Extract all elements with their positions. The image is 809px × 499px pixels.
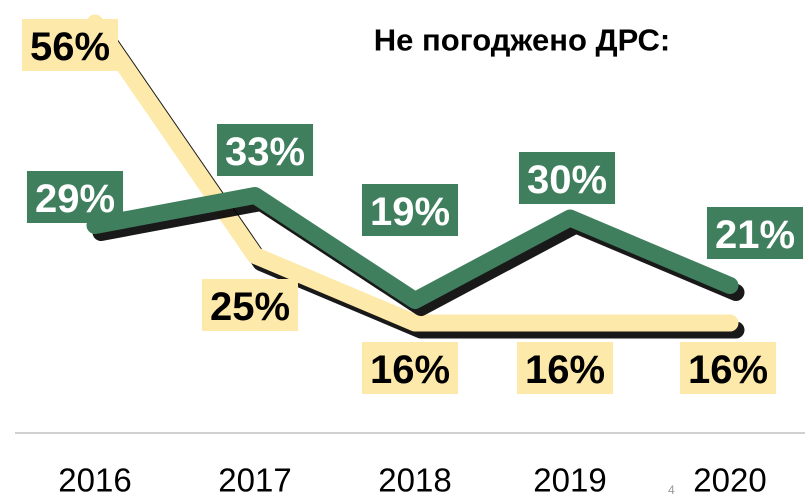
line xyxy=(86,14,739,332)
x-tick-label: 2016 xyxy=(58,462,131,499)
data-label-box xyxy=(361,184,459,236)
data-label-box xyxy=(706,207,804,259)
line xyxy=(86,187,739,309)
data-label: 25% xyxy=(210,285,290,329)
data-label-box xyxy=(201,279,299,331)
chart-title: Не погоджено ДРС: xyxy=(374,23,670,58)
data-label-box xyxy=(21,19,119,71)
data-label: 16% xyxy=(370,348,450,392)
data-label: 16% xyxy=(688,348,768,392)
data-label-box xyxy=(26,171,124,223)
data-label: 21% xyxy=(715,213,795,257)
x-tick-label: 2020 xyxy=(693,462,766,499)
data-label-box xyxy=(361,342,459,394)
x-tick-label: 2017 xyxy=(218,462,291,499)
data-label: 56% xyxy=(30,25,110,69)
data-label: 30% xyxy=(527,158,607,202)
data-label-box xyxy=(516,342,614,394)
data-label: 16% xyxy=(525,348,605,392)
data-label-box xyxy=(216,124,314,176)
data-label-box xyxy=(518,152,616,204)
page-number: 4 xyxy=(668,483,675,497)
data-label: 33% xyxy=(225,130,305,174)
data-label: 29% xyxy=(35,177,115,221)
x-tick-label: 2019 xyxy=(533,462,606,499)
data-label: 19% xyxy=(370,190,450,234)
x-tick-label: 2018 xyxy=(378,462,451,499)
data-label-box xyxy=(679,342,777,394)
